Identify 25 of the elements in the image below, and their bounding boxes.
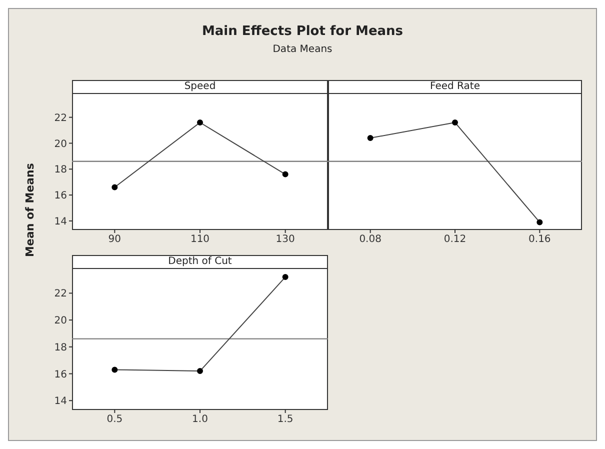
y-tick-label: 16: [54, 190, 67, 202]
x-tick-label: 0.5: [106, 414, 123, 426]
text: Data Means: [272, 44, 334, 55]
x-tick-label: 130: [276, 234, 295, 246]
x-tick-label: 0.08: [359, 234, 382, 246]
y-tick-label: 14: [54, 216, 67, 228]
x-tick-label: 1.0: [192, 414, 208, 426]
x-tick-label: 90: [108, 234, 122, 246]
y-tick-label: 18: [54, 342, 67, 354]
x-tick-label: 0.12: [444, 234, 466, 246]
chart-title: Speed: [72, 80, 328, 94]
chart-title: Feed Rate: [328, 80, 582, 94]
x-tick-label: 1.5: [277, 414, 294, 426]
y-tick-label: 18: [54, 164, 67, 176]
y-tick-label: 20: [54, 138, 67, 150]
chart-title: Depth of Cut: [72, 255, 328, 269]
y-tick-label: 22: [54, 112, 67, 124]
y-tick-label: 16: [54, 369, 67, 380]
y-tick-label: 20: [54, 316, 67, 327]
x-tick-label: 110: [190, 234, 210, 246]
y-tick-label: 14: [54, 396, 67, 408]
y-tick-label: 22: [54, 288, 67, 300]
text: Main Effects Plot for Means: [200, 24, 404, 39]
x-tick-label: 0.16: [528, 234, 551, 246]
y-axis-title: Mean of Means: [24, 163, 36, 257]
